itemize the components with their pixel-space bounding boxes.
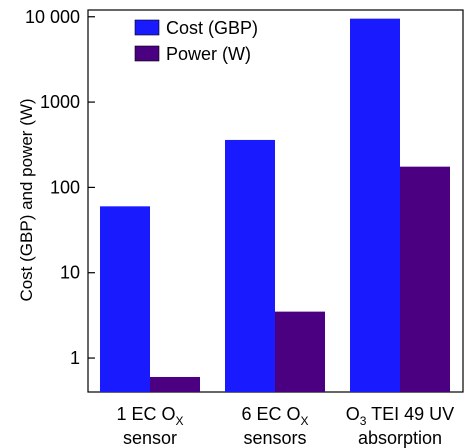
y-tick-label: 1 bbox=[70, 348, 80, 368]
y-axis-label: Cost (GBP) and power (W) bbox=[17, 98, 36, 301]
y-tick-label: 1000 bbox=[40, 92, 80, 112]
x-category-label: O3 TEI 49 UV bbox=[346, 404, 454, 428]
legend: Cost (GBP) Power (W) bbox=[134, 18, 258, 64]
y-axis-ticks: 1 10 100 1000 10 000 bbox=[25, 7, 95, 368]
legend-label: Power (W) bbox=[166, 44, 251, 64]
x-category-label-line2: sensor bbox=[123, 428, 177, 448]
bar-power-0 bbox=[150, 376, 200, 392]
y-tick-label: 10 000 bbox=[25, 7, 80, 27]
legend-swatch bbox=[134, 19, 160, 36]
x-category-label-line2: absorption bbox=[358, 428, 442, 448]
legend-label: Cost (GBP) bbox=[166, 18, 258, 38]
legend-swatch bbox=[134, 45, 160, 62]
bar-cost-2 bbox=[350, 18, 400, 392]
y-tick-label: 100 bbox=[50, 177, 80, 197]
bar-power-2 bbox=[400, 166, 450, 392]
bar-cost-0 bbox=[100, 206, 150, 392]
y-tick-label: 10 bbox=[60, 263, 80, 283]
x-category-label: 1 EC OX bbox=[116, 404, 183, 428]
x-category-label: 6 EC OX bbox=[241, 404, 308, 428]
bar-power-1 bbox=[275, 311, 325, 392]
bars bbox=[100, 18, 450, 392]
bar-cost-1 bbox=[225, 139, 275, 392]
x-category-label-line2: sensors bbox=[243, 428, 306, 448]
